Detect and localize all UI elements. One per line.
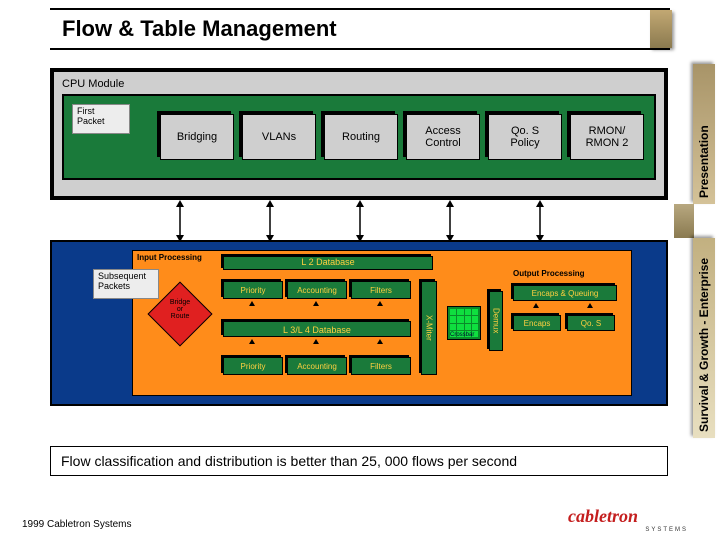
output-proc-label: Output Processing — [513, 269, 623, 278]
cpu-module-label: CPU Module — [62, 78, 656, 90]
arrow-up-icon — [249, 301, 255, 306]
proc-filters-2: Filters — [351, 357, 411, 375]
cpu-inner: First Packet Bridging VLANs Routing Acce… — [62, 94, 656, 180]
copyright: 1999 Cabletron Systems — [22, 519, 132, 530]
vertical-arrows — [140, 200, 620, 242]
mod-vlans: VLANs — [242, 114, 316, 160]
mod-access: Access Control — [406, 114, 480, 160]
arrow-up-icon — [313, 339, 319, 344]
proc-accounting-1: Accounting — [287, 281, 347, 299]
mod-rmon: RMON/ RMON 2 — [570, 114, 644, 160]
mod-bridging: Bridging — [160, 114, 234, 160]
output-row: Encaps Qo. S — [513, 315, 615, 331]
crossbar: Crossbar — [447, 306, 481, 340]
title-bar: Flow & Table Management — [50, 8, 670, 50]
mod-qos: Qo. S Policy — [488, 114, 562, 160]
arrow-up-icon — [249, 339, 255, 344]
mod-routing: Routing — [324, 114, 398, 160]
crossbar-label: Crossbar — [450, 332, 474, 338]
proc-priority-1: Priority — [223, 281, 283, 299]
proc-row-bottom: Priority Accounting Filters — [223, 357, 411, 375]
arrow-up-icon — [377, 301, 383, 306]
cabletron-logo: cabletron SYSTEMS — [568, 506, 688, 536]
footer-caption: Flow classification and distribution is … — [50, 446, 668, 476]
proc-priority-2: Priority — [223, 357, 283, 375]
arrow-up-icon — [533, 303, 539, 308]
out-qos: Qo. S — [567, 315, 615, 331]
cpu-module: CPU Module First Packet Bridging VLANs R… — [50, 68, 668, 200]
hw-module: Input Processing Subsequent Packets L 2 … — [50, 240, 668, 406]
l3-database: L 3/L 4 Database — [223, 321, 411, 337]
subsequent-packets-box: Subsequent Packets — [93, 269, 159, 299]
side-tab-presentation: Presentation — [693, 64, 715, 204]
xmiter: X-Miter — [421, 281, 437, 375]
first-packet-box: First Packet — [72, 104, 130, 134]
proc-row-top: Priority Accounting Filters — [223, 281, 411, 299]
logo-subtext: SYSTEMS — [568, 527, 688, 533]
title-accent — [650, 10, 672, 48]
page-title: Flow & Table Management — [62, 16, 658, 42]
out-encaps: Encaps — [513, 315, 561, 331]
slide: Flow & Table Management Presentation Sur… — [0, 8, 720, 548]
side-tab-survival: Survival & Growth - Enterprise — [693, 238, 715, 438]
logo-text: cabletron — [568, 506, 688, 527]
arrow-up-icon — [377, 339, 383, 344]
side-strip — [674, 204, 694, 238]
arrow-up-icon — [587, 303, 593, 308]
input-processing: Input Processing Subsequent Packets L 2 … — [132, 250, 632, 396]
encaps-queuing: Encaps & Queuing — [513, 285, 617, 301]
cpu-modules-row: Bridging VLANs Routing Access Control Qo… — [160, 114, 644, 160]
diamond-label: Bridge or Route — [149, 299, 211, 320]
proc-filters-1: Filters — [351, 281, 411, 299]
l2-database: L 2 Database — [223, 256, 433, 270]
proc-accounting-2: Accounting — [287, 357, 347, 375]
arrow-up-icon — [313, 301, 319, 306]
demux: Demux — [489, 291, 503, 351]
